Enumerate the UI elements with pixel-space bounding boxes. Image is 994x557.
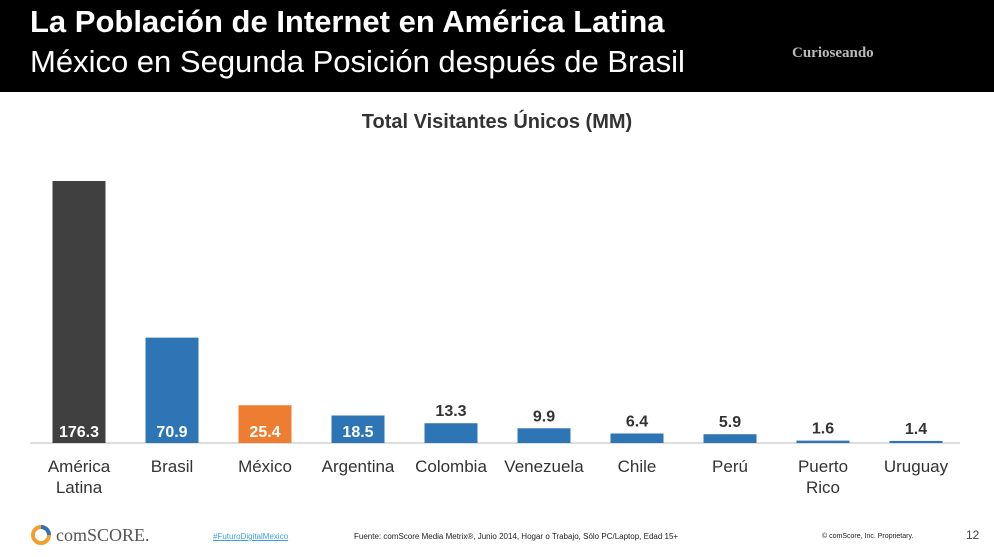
brand: Curioseando xyxy=(792,45,874,61)
chart-title: Total Visitantes Únicos (MM) xyxy=(361,111,633,133)
value-label: 6.4 xyxy=(626,413,648,430)
x-tick-label: Chile xyxy=(617,457,657,476)
x-tick-label: México xyxy=(238,457,292,476)
x-tick-label: Venezuela xyxy=(504,457,584,476)
x-tick-label: Argentina xyxy=(321,457,395,476)
header: La Población de Internet en América Lati… xyxy=(0,0,994,92)
x-tick-label: Brasil xyxy=(150,457,194,476)
page-number: 12 xyxy=(966,528,980,542)
bar xyxy=(517,428,571,443)
value-label: 70.9 xyxy=(156,424,187,441)
bar xyxy=(145,337,199,443)
value-label: 13.3 xyxy=(435,403,466,420)
source: Fuente: comScore Media Metrix®, Junio 20… xyxy=(354,532,679,541)
bar xyxy=(424,423,478,443)
logo-icon xyxy=(31,525,51,545)
bar xyxy=(52,181,106,443)
bar xyxy=(610,433,664,443)
value-label: 9.9 xyxy=(533,408,555,425)
copyright: © comScore, Inc. Proprietary. xyxy=(822,533,914,540)
subtitle: México en Segunda Posición después de Br… xyxy=(30,44,685,79)
value-label: 176.3 xyxy=(59,424,99,441)
logo: comSCORE. xyxy=(56,525,150,545)
x-tick-label: Perú xyxy=(712,457,748,476)
value-label: 18.5 xyxy=(342,424,373,441)
value-label: 25.4 xyxy=(249,424,280,441)
title: La Población de Internet en América Lati… xyxy=(30,4,665,39)
value-label: 1.6 xyxy=(812,421,834,438)
x-tick-label: América Latina xyxy=(47,457,111,497)
value-label: 5.9 xyxy=(719,414,741,431)
bar xyxy=(703,434,757,443)
bar xyxy=(889,440,943,443)
x-tick-label: Colombia xyxy=(415,457,487,476)
bar xyxy=(238,405,292,443)
x-tick-label: Puerto Rico xyxy=(797,457,849,497)
hashtag: #FuturoDigitalMexico xyxy=(213,532,289,541)
bar xyxy=(796,440,850,443)
x-tick-label: Uruguay xyxy=(883,457,949,476)
value-label: 1.4 xyxy=(905,421,927,438)
bar xyxy=(331,415,385,443)
